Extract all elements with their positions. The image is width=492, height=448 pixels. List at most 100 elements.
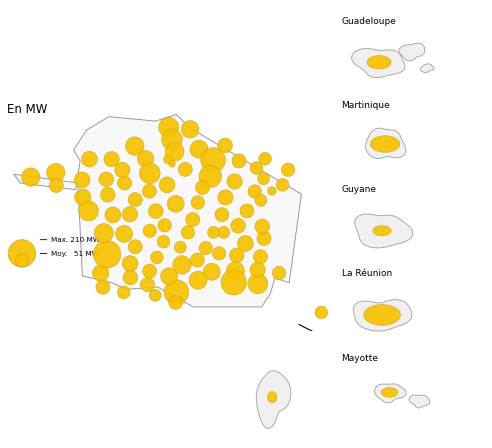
Text: Max. 210 MW: Max. 210 MW xyxy=(51,237,99,243)
Circle shape xyxy=(195,181,210,194)
Circle shape xyxy=(99,172,114,187)
Circle shape xyxy=(149,289,161,301)
Circle shape xyxy=(364,305,400,325)
Circle shape xyxy=(74,172,90,188)
Circle shape xyxy=(257,172,270,185)
Circle shape xyxy=(167,195,184,212)
Polygon shape xyxy=(355,214,413,248)
Circle shape xyxy=(190,140,208,158)
Circle shape xyxy=(208,226,219,238)
Circle shape xyxy=(149,204,163,219)
Circle shape xyxy=(123,270,138,285)
Circle shape xyxy=(231,219,246,233)
Polygon shape xyxy=(352,48,405,78)
Circle shape xyxy=(140,278,154,292)
Circle shape xyxy=(75,189,91,205)
Circle shape xyxy=(100,187,115,202)
Circle shape xyxy=(82,151,97,167)
Circle shape xyxy=(218,138,232,153)
Circle shape xyxy=(137,151,154,167)
Circle shape xyxy=(253,250,268,264)
Circle shape xyxy=(182,121,199,138)
Circle shape xyxy=(370,136,400,152)
Circle shape xyxy=(381,388,398,397)
Circle shape xyxy=(159,177,175,193)
Circle shape xyxy=(115,162,130,177)
Circle shape xyxy=(373,226,391,236)
Circle shape xyxy=(105,207,121,223)
Circle shape xyxy=(181,226,194,239)
Circle shape xyxy=(250,262,265,277)
Circle shape xyxy=(143,224,156,237)
Circle shape xyxy=(178,162,192,177)
Circle shape xyxy=(49,178,63,193)
Polygon shape xyxy=(366,128,406,159)
Circle shape xyxy=(169,295,183,309)
Circle shape xyxy=(250,162,263,174)
Circle shape xyxy=(128,240,142,254)
Circle shape xyxy=(267,392,277,403)
Circle shape xyxy=(94,224,113,242)
Text: Guadeloupe: Guadeloupe xyxy=(341,17,397,26)
Circle shape xyxy=(203,263,220,280)
Circle shape xyxy=(164,280,189,305)
Circle shape xyxy=(165,142,184,161)
Circle shape xyxy=(125,137,144,155)
Circle shape xyxy=(259,152,272,165)
Circle shape xyxy=(159,117,179,137)
Circle shape xyxy=(158,219,171,232)
Circle shape xyxy=(104,151,119,167)
Circle shape xyxy=(191,196,205,209)
Circle shape xyxy=(128,193,142,207)
Polygon shape xyxy=(399,43,425,60)
Circle shape xyxy=(248,274,268,293)
Circle shape xyxy=(199,241,213,255)
Polygon shape xyxy=(14,114,302,307)
Circle shape xyxy=(218,190,233,205)
Circle shape xyxy=(189,271,207,289)
Circle shape xyxy=(238,236,253,251)
Circle shape xyxy=(173,256,191,274)
Circle shape xyxy=(139,163,160,184)
Circle shape xyxy=(93,241,121,268)
Circle shape xyxy=(281,163,295,177)
Text: Martinique: Martinique xyxy=(341,101,390,110)
Circle shape xyxy=(255,194,267,206)
Circle shape xyxy=(218,226,230,238)
Circle shape xyxy=(122,256,138,271)
Circle shape xyxy=(227,174,242,189)
Circle shape xyxy=(118,176,132,190)
Circle shape xyxy=(92,265,109,281)
Circle shape xyxy=(199,165,221,188)
Polygon shape xyxy=(256,371,291,428)
Circle shape xyxy=(47,164,65,182)
Circle shape xyxy=(174,241,186,253)
Text: Mayotte: Mayotte xyxy=(341,354,378,363)
Circle shape xyxy=(276,178,289,191)
Circle shape xyxy=(190,253,204,267)
Circle shape xyxy=(143,264,156,278)
Circle shape xyxy=(151,251,163,264)
Circle shape xyxy=(161,129,183,150)
Circle shape xyxy=(15,254,29,267)
Polygon shape xyxy=(353,300,412,331)
Circle shape xyxy=(226,262,245,280)
Polygon shape xyxy=(421,64,434,73)
Circle shape xyxy=(201,148,225,172)
Circle shape xyxy=(96,280,110,294)
Circle shape xyxy=(185,212,200,227)
Circle shape xyxy=(79,201,98,221)
Circle shape xyxy=(215,208,229,222)
Circle shape xyxy=(116,225,133,242)
Circle shape xyxy=(118,286,130,299)
Circle shape xyxy=(142,184,156,198)
Text: La Réunion: La Réunion xyxy=(341,270,392,279)
Polygon shape xyxy=(409,395,430,408)
Circle shape xyxy=(240,204,254,218)
Circle shape xyxy=(268,187,276,195)
Circle shape xyxy=(229,248,244,263)
Polygon shape xyxy=(374,384,406,403)
Circle shape xyxy=(123,207,138,222)
Circle shape xyxy=(257,231,271,246)
Circle shape xyxy=(160,268,178,284)
